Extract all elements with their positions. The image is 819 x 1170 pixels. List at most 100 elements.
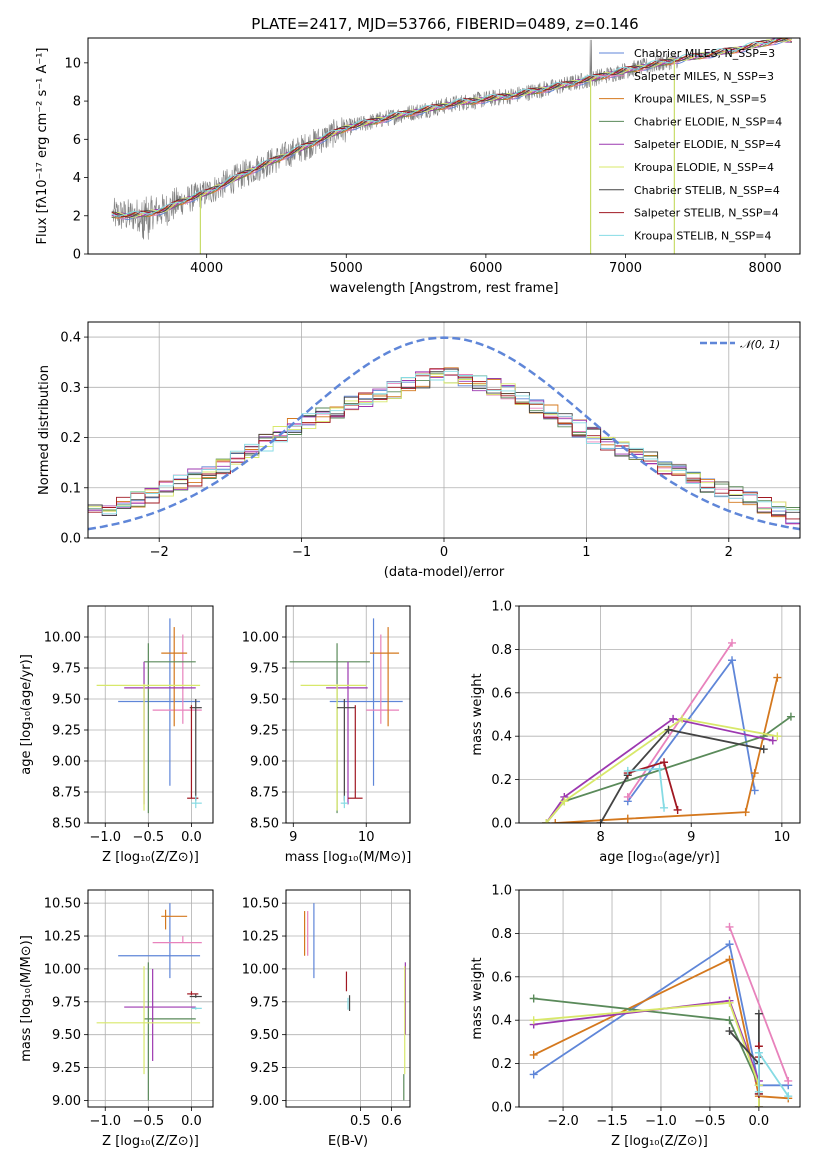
series-point (623, 792, 632, 801)
y-tick-label: 8.75 (250, 786, 279, 801)
series-point (754, 1048, 763, 1057)
model-spectrum (111, 38, 784, 218)
y-axis-label: Flux [fλ10⁻¹⁷ erg cm⁻² s⁻¹ A⁻¹] (35, 48, 50, 245)
y-tick-label: 0.1 (60, 481, 81, 496)
y-tick-label: 9.50 (250, 1028, 279, 1043)
model-spectrum (111, 38, 793, 217)
y-tick-label: 1.0 (491, 600, 512, 615)
series-point (750, 769, 759, 778)
y-tick-label: 10.50 (242, 897, 279, 912)
series-point (725, 1027, 734, 1036)
y-tick-label: 0 (73, 248, 81, 263)
plot-area (304, 903, 406, 1101)
series-point (725, 922, 734, 931)
series-point (623, 766, 632, 775)
y-tick-label: 10.00 (44, 962, 81, 977)
y-tick-label: 0.2 (491, 1057, 512, 1072)
y-axis-label: mass weight (470, 673, 485, 755)
series-point (754, 1087, 763, 1096)
series-point (750, 786, 759, 795)
y-tick-label: 0.6 (491, 970, 512, 985)
y-tick-label: 0.4 (491, 1014, 512, 1029)
x-tick-label: 8000 (749, 261, 782, 276)
y-tick-label: 6 (73, 133, 81, 148)
series-line (545, 717, 778, 823)
series-point (754, 1103, 763, 1107)
axes-frame (518, 605, 801, 824)
x-tick-label: 0.6 (381, 1114, 402, 1129)
series-point (660, 758, 669, 767)
series-point (773, 673, 782, 682)
x-tick-label: −0.5 (133, 1114, 165, 1129)
series-point (725, 998, 734, 1007)
y-axis-label: mass [log₁₀(M/M⊙)] (19, 935, 34, 1062)
series-point (728, 638, 737, 647)
x-tick-label: −2 (150, 545, 169, 560)
panel-residuals: −2 −1 0 1 2 0.0 0.1 0.2 0.3 0.4 (data-model)/error… (37, 321, 801, 580)
plot-area (88, 336, 800, 531)
axes-frame (518, 889, 801, 1108)
y-axis-label: age [log₁₀(age/yr)] (19, 654, 34, 775)
plot-area (529, 922, 793, 1107)
series-point (725, 940, 734, 949)
x-axis-label: E(B-V) (328, 1134, 368, 1149)
panel-age-vs-Z: −1.0 −0.5 0.0 8.50 8.75 9.00 9.25 9.50 9.75 10.00… (19, 605, 214, 865)
x-tick-label: 8 (596, 830, 604, 845)
series-line (533, 958, 789, 1100)
y-tick-label: 8.50 (250, 817, 279, 832)
x-axis-label: Z [log₁₀(Z/Z⊙)] (611, 1134, 708, 1149)
y-tick-label: 9.25 (52, 1061, 81, 1076)
x-tick-label: 0.0 (749, 1114, 770, 1129)
figure-title: PLATE=2417, MJD=53766, FIBERID=0489, z=0… (251, 15, 638, 33)
panel-mass-vs-ebv: 0.5 0.6 9.00 9.25 9.50 9.75 10.00 10.25 10.50 E(B… (242, 889, 411, 1149)
residual-histogram (88, 370, 800, 515)
plot-area (289, 618, 403, 814)
axes-frame (285, 889, 411, 1108)
y-tick-label: 9.00 (52, 755, 81, 770)
y-tick-label: 9.75 (250, 662, 279, 677)
series-line (599, 728, 764, 823)
legend-entry: Salpeter MILES, N_SSP=3 (634, 70, 774, 83)
y-tick-label: 9.75 (52, 662, 81, 677)
y-tick-label: 2 (73, 209, 81, 224)
series-point (784, 1092, 793, 1101)
y-tick-label: 0.0 (60, 532, 81, 547)
x-tick-label: −1.5 (596, 1114, 628, 1129)
y-tick-label: 0.2 (491, 773, 512, 788)
y-tick-label: 9.25 (250, 1061, 279, 1076)
series-point (725, 955, 734, 964)
legend-entry: 𝒩(0, 1) (740, 338, 780, 351)
y-tick-label: 1.0 (491, 884, 512, 899)
y-tick-label: 9.50 (250, 693, 279, 708)
series-point (542, 819, 551, 823)
y-tick-label: 8.50 (52, 817, 81, 832)
series-point (784, 1076, 793, 1085)
y-tick-label: 9.75 (250, 995, 279, 1010)
x-tick-label: −1.0 (645, 1114, 677, 1129)
series-point (529, 1016, 538, 1025)
series-point (664, 725, 673, 734)
plot-area (111, 38, 793, 254)
x-tick-label: 10 (358, 830, 375, 845)
x-tick-label: 0.0 (181, 1114, 202, 1129)
x-axis-label: age [log₁₀(age/yr)] (599, 850, 720, 865)
y-axis-label: mass weight (470, 957, 485, 1039)
series-line (533, 1001, 760, 1107)
x-tick-label: 4000 (190, 261, 223, 276)
x-tick-label: 0.5 (350, 1114, 371, 1129)
panel-age-vs-mass: 9 10 8.50 8.75 9.00 9.25 9.50 9.75 10.00 mass [lo… (242, 605, 411, 865)
x-tick-label: 10 (774, 830, 791, 845)
y-tick-label: 9.00 (250, 1094, 279, 1109)
y-tick-label: 0.0 (491, 1101, 512, 1116)
panel-mass-vs-Z: −1.0 −0.5 0.0 9.00 9.25 9.50 9.75 10.00 10.25 10.… (19, 889, 214, 1149)
y-tick-label: 0.2 (60, 431, 81, 446)
y-tick-label: 9.00 (250, 755, 279, 770)
x-tick-label: −1 (292, 545, 311, 560)
series-point (551, 819, 560, 823)
y-tick-label: 10.25 (242, 930, 279, 945)
x-tick-label: 9 (687, 830, 695, 845)
x-tick-label: −0.5 (133, 830, 165, 845)
panel-massweight-vs-age: 8 9 10 0.0 0.2 0.4 0.6 0.8 1.0 age [log₁₀(age/yr)… (470, 600, 801, 865)
x-tick-label: 7000 (609, 261, 642, 276)
